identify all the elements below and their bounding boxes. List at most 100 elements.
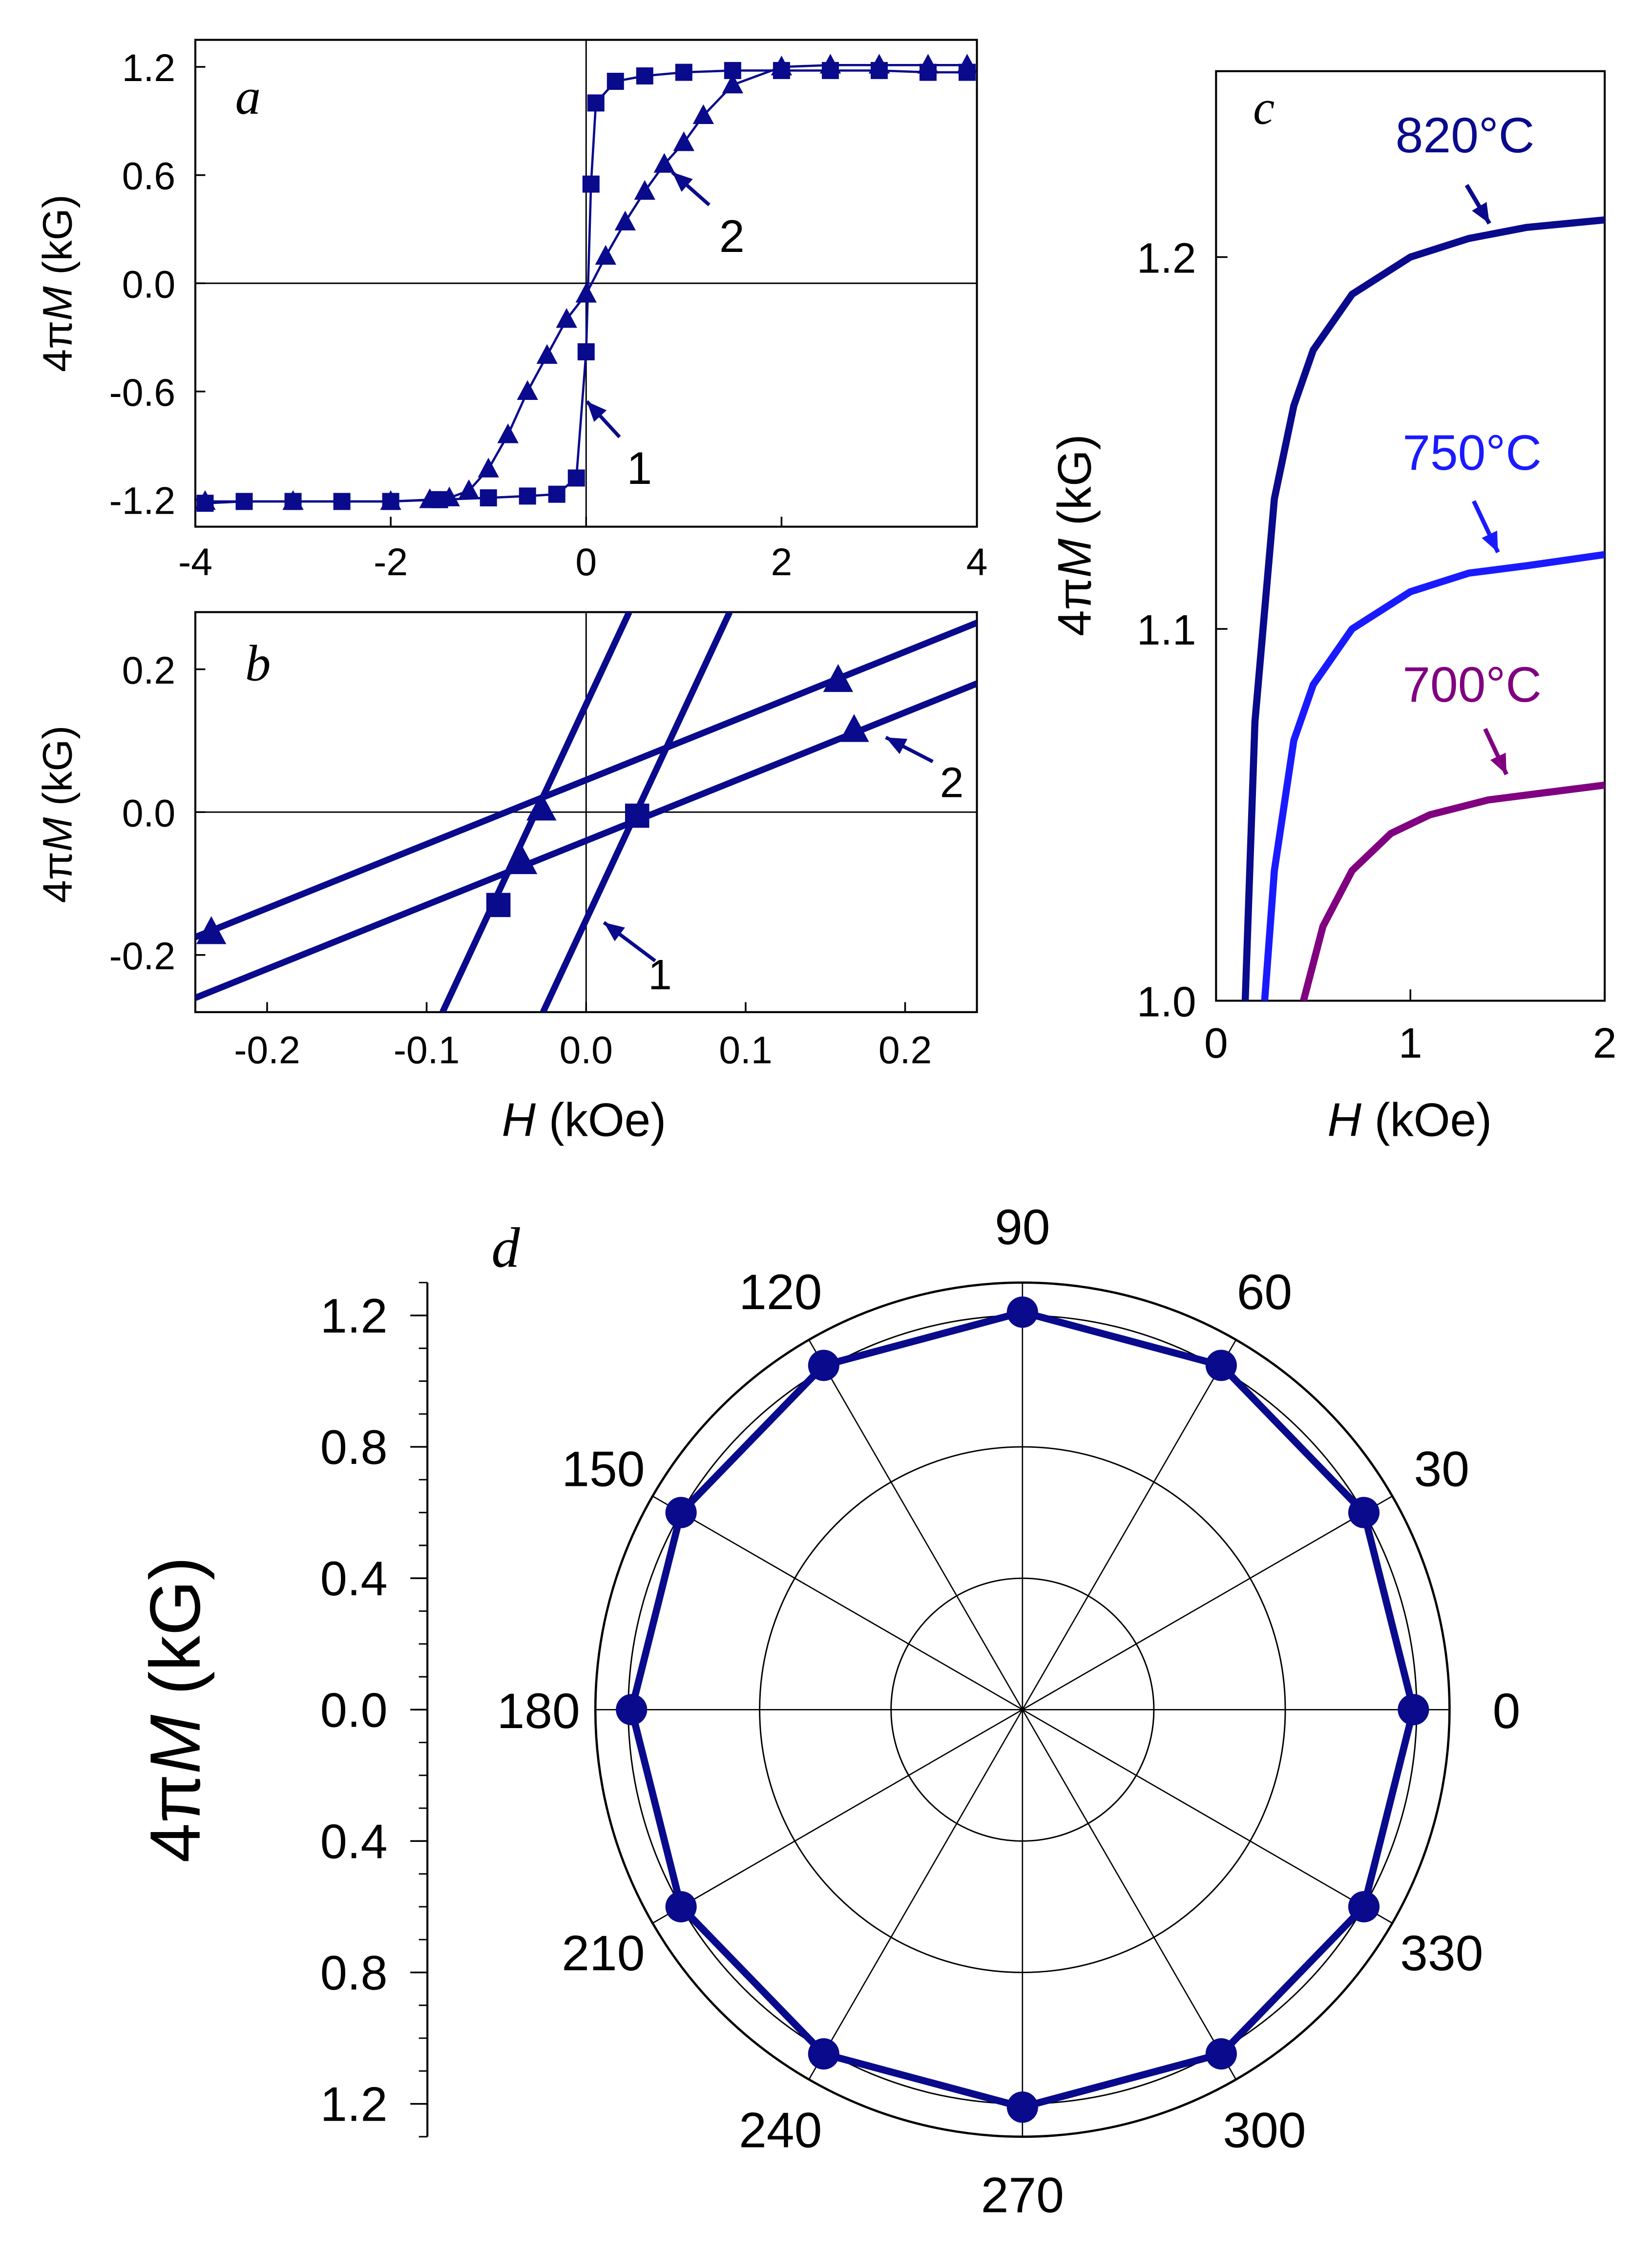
data-point-series-2 bbox=[673, 131, 695, 151]
x-tick-label: 0.2 bbox=[878, 1029, 932, 1072]
panel-label: c bbox=[1253, 82, 1275, 135]
data-point-series-2 bbox=[917, 54, 939, 74]
x-tick-label: -0.2 bbox=[234, 1029, 300, 1072]
data-point-series-2 bbox=[614, 210, 636, 230]
data-point-series-1 bbox=[519, 487, 536, 505]
polar-spoke bbox=[1022, 1339, 1237, 1710]
data-point bbox=[808, 1350, 839, 1381]
data-point-series-1 bbox=[567, 469, 585, 487]
radial-tick-label: 1.2 bbox=[320, 2078, 388, 2132]
annotation-2: 2 bbox=[940, 759, 964, 807]
panel-c: 1.0 1.1 1.2 0 1 2 820°C 750°C 700°C c 4πM (kG) H (k… bbox=[1049, 70, 1616, 1146]
data-point-series-2 bbox=[595, 245, 616, 265]
data-point bbox=[486, 893, 511, 917]
ylabel-unit: (kG) bbox=[34, 194, 80, 286]
data-point-series-2 bbox=[634, 180, 655, 200]
series-label-arrow-head bbox=[1490, 752, 1507, 774]
x-axis-label: H (kOe) bbox=[1327, 1094, 1492, 1146]
data-point-series-1 bbox=[577, 343, 595, 360]
data-point-series-2 bbox=[380, 490, 401, 510]
plot-curves bbox=[1241, 216, 1605, 1001]
panel-label: a bbox=[235, 68, 261, 125]
y-tick-label: -0.6 bbox=[109, 371, 176, 414]
ylabel-var: M bbox=[135, 1714, 215, 1774]
data-point-series-2 bbox=[819, 54, 841, 74]
ylabel-var: M bbox=[34, 817, 80, 852]
data-point-series-1 bbox=[582, 175, 600, 193]
data-point bbox=[1205, 1350, 1237, 1381]
data-point bbox=[1205, 2038, 1237, 2070]
data-point-series-2 bbox=[771, 55, 793, 76]
x-tick-label: -4 bbox=[178, 541, 212, 584]
data-point-series-1 bbox=[606, 73, 624, 90]
series-curve bbox=[1261, 551, 1605, 1001]
data-point bbox=[665, 1497, 697, 1528]
angle-label: 330 bbox=[1400, 1925, 1483, 1981]
polar-spoke bbox=[652, 1709, 1023, 1924]
data-point-series-2 bbox=[194, 490, 216, 510]
polar-spoke bbox=[1022, 1709, 1393, 1924]
y-axis-label: 4πM (kG) bbox=[1049, 434, 1101, 636]
data-point-series-2 bbox=[653, 153, 675, 173]
panel-label: d bbox=[491, 1217, 520, 1280]
radial-tick-label: 0.0 bbox=[320, 1683, 388, 1737]
data-point-series-2 bbox=[478, 458, 499, 478]
angle-label: 150 bbox=[562, 1441, 645, 1497]
xlabel-unit: (kOe) bbox=[1361, 1094, 1492, 1146]
data-point-series-2 bbox=[458, 479, 480, 500]
x-tick-label: 4 bbox=[966, 541, 988, 584]
data-point bbox=[823, 664, 854, 692]
panel-label: b bbox=[245, 635, 271, 692]
data-point bbox=[625, 803, 649, 828]
series-curve bbox=[1241, 216, 1605, 1001]
xlabel-unit: (kOe) bbox=[536, 1094, 666, 1146]
x-tick-label: 2 bbox=[771, 541, 793, 584]
panel-d: 0 30 60 90 120 150 180 210 240 270 300 330 1.2 0.8 0.4… bbox=[135, 1199, 1521, 2223]
data-point-series-2 bbox=[419, 488, 440, 508]
angle-label: 120 bbox=[739, 1264, 822, 1320]
angle-label: 30 bbox=[1414, 1441, 1469, 1497]
polar-spoke bbox=[1022, 1495, 1393, 1710]
annotation-1: 1 bbox=[627, 443, 652, 494]
data-point bbox=[1398, 1694, 1429, 1726]
data-point-series-2 bbox=[439, 486, 460, 506]
data-point-series-1 bbox=[480, 489, 497, 507]
radial-tick-label: 0.8 bbox=[320, 1946, 388, 2000]
data-point bbox=[1348, 1891, 1380, 1922]
ylabel-prefix: 4π bbox=[34, 852, 80, 903]
series-label: 750°C bbox=[1402, 425, 1542, 480]
x-tick-label: 0 bbox=[1204, 1019, 1228, 1067]
series-label: 700°C bbox=[1402, 657, 1542, 712]
y-tick-label: 1.0 bbox=[1137, 978, 1196, 1026]
angle-label: 0 bbox=[1493, 1683, 1521, 1739]
ylabel-prefix: 4π bbox=[34, 321, 80, 372]
y-tick-label: 0.6 bbox=[122, 155, 175, 198]
y-tick-label: 1.2 bbox=[1137, 234, 1196, 282]
y-axis-label: 4πM (kG) bbox=[34, 194, 80, 372]
y-tick-label: 1.1 bbox=[1137, 606, 1196, 654]
data-point bbox=[1348, 1497, 1380, 1528]
ylabel-prefix: 4π bbox=[1049, 578, 1101, 636]
x-tick-label: -0.1 bbox=[394, 1029, 460, 1072]
polar-spoke bbox=[1022, 1709, 1237, 2080]
angle-label: 180 bbox=[497, 1683, 580, 1739]
angle-label: 300 bbox=[1223, 2103, 1306, 2158]
angle-label: 60 bbox=[1237, 1264, 1292, 1320]
panel-a: -1.2 -0.6 0.0 0.6 1.2 -4 -2 0 2 4 a 1 2 4πM (kG) bbox=[34, 39, 988, 584]
angle-label: 270 bbox=[981, 2167, 1064, 2223]
data-point-series-2 bbox=[956, 54, 978, 74]
y-tick-label: -1.2 bbox=[109, 479, 176, 522]
ylabel-unit: (kG) bbox=[34, 726, 80, 817]
angle-label: 240 bbox=[739, 2103, 822, 2158]
ylabel-var: M bbox=[34, 286, 80, 321]
radial-tick-label: 1.2 bbox=[320, 1289, 388, 1343]
annotation-arrow-1-head bbox=[604, 922, 625, 941]
x-tick-label: 0.0 bbox=[560, 1029, 613, 1072]
data-point bbox=[616, 1694, 648, 1726]
data-point-series-1 bbox=[548, 485, 565, 503]
annotation-arrow-1-head bbox=[586, 401, 607, 422]
y-tick-label: 0.0 bbox=[122, 792, 175, 834]
data-point-series-2 bbox=[575, 283, 597, 303]
y-tick-label: 0.0 bbox=[122, 263, 175, 306]
ylabel-unit: (kG) bbox=[135, 1557, 215, 1715]
